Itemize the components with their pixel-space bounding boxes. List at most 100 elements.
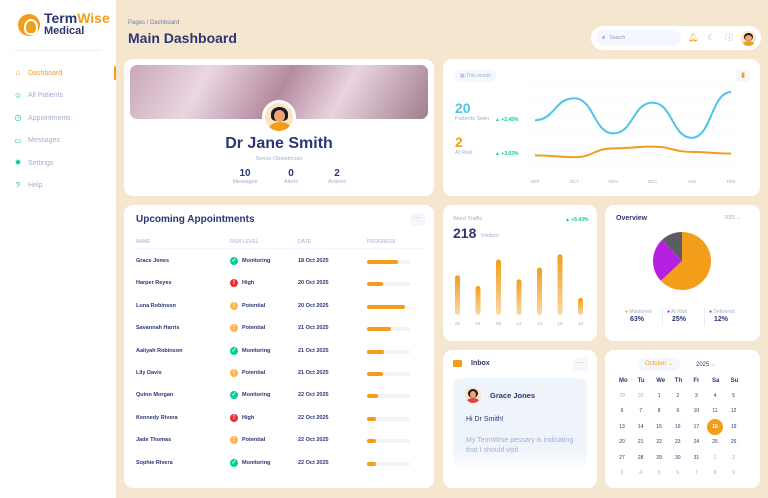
sidebar-item-label: Messages	[28, 137, 60, 145]
calendar-day[interactable]: 14	[637, 423, 644, 430]
calendar-day[interactable]: 5	[732, 393, 735, 399]
moon-icon[interactable]: ☾	[707, 33, 715, 42]
calendar-day[interactable]: 30	[637, 393, 644, 399]
calendar-day[interactable]: 13	[619, 423, 625, 430]
table-row[interactable]: Jade Thomas! Potential 22 Oct 2025	[124, 433, 434, 453]
patient-name[interactable]: Jade Thomas	[136, 437, 172, 444]
calendar-day[interactable]: 16	[675, 423, 681, 430]
bar-chart-icon[interactable]: ▮	[736, 69, 750, 82]
sidebar-item-all-patients[interactable]: ☺ All Patients	[0, 85, 116, 108]
calendar-day[interactable]: 5	[657, 470, 661, 476]
calendar-day[interactable]: 3	[695, 393, 698, 399]
calendar-day[interactable]: 6	[676, 470, 680, 476]
chevron-down-icon: ⌄	[736, 215, 741, 221]
more-options-icon[interactable]: ···	[573, 358, 588, 371]
year-selector[interactable]: 2025 ⌄	[724, 215, 741, 221]
stat-actions[interactable]: 2 Actions	[314, 168, 360, 185]
period-selector[interactable]: ▦ This month	[455, 70, 496, 82]
risk-status-icon: !	[230, 324, 238, 333]
calendar-day[interactable]: 9	[676, 408, 680, 415]
calendar-day[interactable]: 10	[693, 408, 700, 415]
progress-bar	[367, 349, 410, 354]
patient-name[interactable]: Harper Reyes	[136, 280, 172, 287]
x-tick-label: FEB	[727, 179, 736, 184]
table-row[interactable]: Sophie Rivera ✓ Monitoring 22 Oct 2025	[124, 456, 434, 476]
weekday-label: Mo	[619, 378, 628, 384]
calendar-day[interactable]: 28	[637, 454, 644, 461]
calendar-day[interactable]: 23	[675, 439, 681, 446]
calendar-day[interactable]: 11	[712, 408, 718, 415]
calendar-day[interactable]: 15	[656, 423, 662, 430]
sidebar-item-help[interactable]: ? Help	[0, 175, 116, 198]
x-tick-label: DEC	[648, 179, 658, 184]
calendar-day[interactable]: 21	[637, 439, 644, 446]
calendar-day[interactable]: 22	[656, 439, 662, 446]
table-row[interactable]: Savannah Harris! Potential 21 Oct 2025	[124, 321, 434, 341]
info-icon[interactable]: ⓘ	[725, 33, 734, 42]
year-selector[interactable]: 2025 ⌄	[696, 361, 716, 368]
patient-name[interactable]: Lily Davis	[136, 370, 162, 376]
column-header[interactable]: NAME	[136, 239, 151, 245]
weekday-label: Sa	[712, 378, 720, 384]
calendar-day[interactable]: 4	[713, 393, 717, 399]
sidebar-item-settings[interactable]: ✹ Settings	[0, 152, 116, 175]
stat-messages[interactable]: 10 Messages	[222, 168, 268, 185]
sidebar-item-messages[interactable]: ▭ Messages	[0, 130, 116, 153]
weekday-label: We	[656, 378, 666, 384]
patient-name[interactable]: Aaliyah Robinson	[136, 347, 183, 354]
calendar-day[interactable]: 18	[712, 423, 718, 430]
patient-name[interactable]: Sophie Rivera	[136, 459, 173, 466]
column-header[interactable]: DATE	[298, 239, 311, 245]
table-row[interactable]: Kennedy Rivera! High 22 Oct 2025	[124, 411, 434, 431]
stat-alerts[interactable]: 0 Alerts	[268, 168, 314, 185]
calendar-day[interactable]: 17	[693, 423, 700, 430]
calendar-day[interactable]: 8	[657, 408, 661, 415]
calendar-day[interactable]: 4	[639, 470, 642, 476]
calendar-day[interactable]: 8	[713, 470, 717, 476]
calendar-day[interactable]: 1	[657, 393, 661, 399]
more-options-icon[interactable]: ···	[410, 213, 425, 226]
calendar-day[interactable]: 7	[639, 408, 642, 415]
calendar-day[interactable]: 29	[656, 454, 662, 461]
table-row[interactable]: Aaliyah Robinson ✓ Monitoring 21 Oct 2025	[124, 344, 434, 364]
calendar-day[interactable]: 2	[676, 393, 680, 399]
search-input[interactable]: ⌕ Search	[596, 30, 682, 46]
sidebar-item-dashboard[interactable]: ⌂ Dashboard	[0, 62, 116, 85]
calendar-day[interactable]: 19	[730, 423, 737, 430]
column-header[interactable]: RISK LEVEL	[230, 239, 259, 245]
bell-icon[interactable]: 🔔︎	[688, 33, 699, 42]
calendar-day[interactable]: 3	[620, 470, 624, 476]
calendar-day[interactable]: 20	[619, 439, 625, 446]
table-row[interactable]: Luna Robinson! Potential 20 Oct 2025	[124, 299, 434, 319]
table-row[interactable]: Grace Jones ✓ Monitoring 18 Oct 2025	[124, 254, 434, 274]
month-selector[interactable]: October ⌄	[638, 358, 680, 371]
column-header[interactable]: PROGRESS	[367, 239, 396, 245]
message-preview[interactable]: Grace Jones Hi Dr Smith! My TermWise pes…	[453, 378, 587, 470]
calendar-day[interactable]: 24	[693, 439, 700, 446]
calendar-day[interactable]: 29	[619, 393, 625, 399]
calendar-day[interactable]: 7	[695, 470, 698, 476]
patient-name[interactable]: Kennedy Rivera	[136, 414, 178, 421]
patient-name[interactable]: Quinn Morgan	[136, 392, 174, 399]
breadcrumb[interactable]: Pages / Dashboard	[128, 20, 180, 26]
table-row[interactable]: Quinn Morgan ✓ Monitoring 22 Oct 2025	[124, 388, 434, 408]
avatar[interactable]	[741, 30, 756, 46]
patient-name[interactable]: Grace Jones	[136, 258, 170, 264]
calendar-day[interactable]: 1	[713, 454, 717, 461]
calendar-day[interactable]: 9	[732, 470, 735, 476]
brand-logo[interactable]: TermWise Medical	[18, 11, 110, 38]
calendar-day[interactable]: 30	[675, 454, 681, 461]
calendar-day[interactable]: 12	[730, 408, 737, 415]
table-row[interactable]: Lily Davis! Potential 21 Oct 2025	[124, 366, 434, 386]
table-row[interactable]: Harper Reyes! High 20 Oct 2025	[124, 276, 434, 296]
calendar-day[interactable]: 2	[732, 454, 735, 461]
sidebar-item-appointments[interactable]: ◷ Appointments	[0, 107, 116, 130]
calendar-day[interactable]: 26	[730, 439, 737, 446]
calendar-day[interactable]: 25	[712, 439, 718, 446]
calendar-day[interactable]: 31	[693, 454, 700, 461]
calendar-day[interactable]: 27	[619, 454, 625, 461]
patient-name[interactable]: Luna Robinson	[136, 302, 177, 309]
patient-name[interactable]: Savannah Harris	[136, 325, 180, 332]
calendar-day[interactable]: 6	[620, 408, 624, 415]
trend-value: +5.43%	[571, 217, 589, 223]
